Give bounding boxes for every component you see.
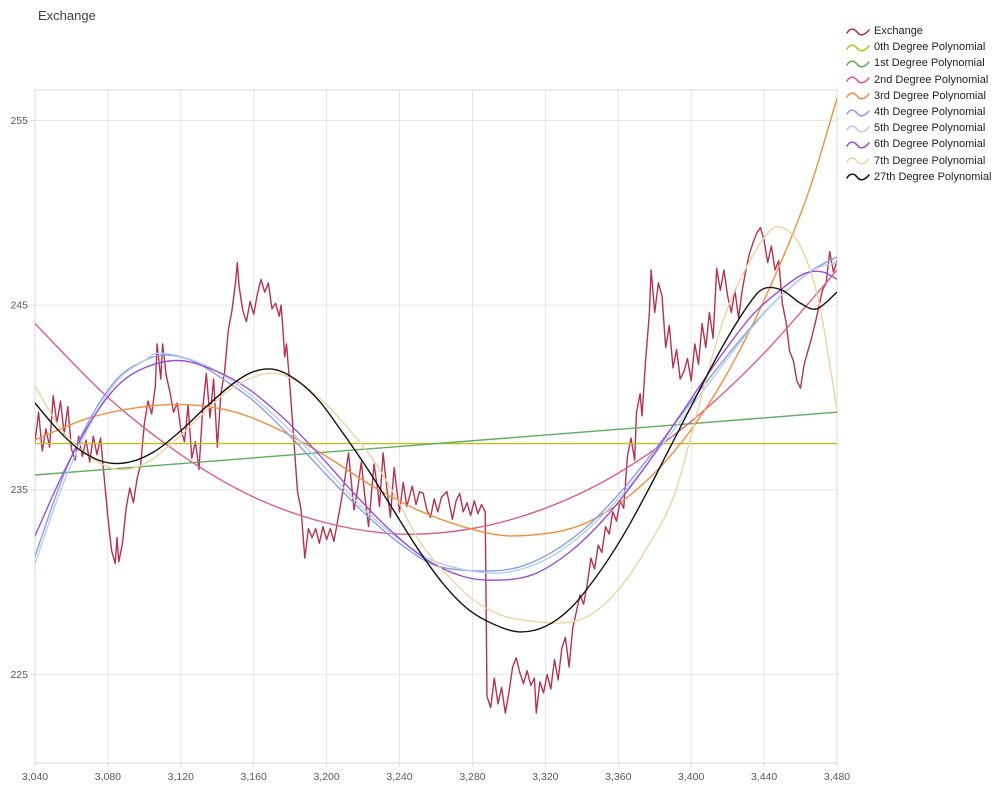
x-tick-label: 3,400 bbox=[678, 771, 704, 783]
wave-line-icon bbox=[846, 92, 870, 100]
legend-label: 7th Degree Polynomial bbox=[874, 154, 986, 167]
x-tick-label: 3,080 bbox=[95, 771, 121, 783]
x-tick-label: 3,320 bbox=[532, 771, 558, 783]
legend-item-5th-degree-polynomial[interactable]: 5th Degree Polynomial bbox=[845, 120, 991, 136]
legend-item-exchange[interactable]: Exchange bbox=[845, 23, 991, 39]
series-5th-degree-polynomial[interactable] bbox=[35, 261, 837, 574]
series-group bbox=[35, 97, 837, 714]
series-6th-degree-polynomial[interactable] bbox=[35, 270, 837, 581]
legend-label: 6th Degree Polynomial bbox=[874, 138, 986, 151]
legend-item-4th-degree-polynomial[interactable]: 4th Degree Polynomial bbox=[845, 104, 991, 120]
series-exchange[interactable] bbox=[35, 226, 837, 714]
x-tick-label: 3,040 bbox=[22, 771, 48, 783]
x-tick-label: 3,280 bbox=[459, 771, 485, 783]
series-3rd-degree-polynomial[interactable] bbox=[35, 97, 837, 537]
chart-title: Exchange bbox=[38, 8, 96, 23]
wave-line-icon bbox=[846, 125, 870, 133]
wave-line-icon bbox=[846, 60, 870, 68]
legend-item-0th-degree-polynomial[interactable]: 0th Degree Polynomial bbox=[845, 39, 991, 55]
wave-line-icon bbox=[846, 157, 870, 165]
x-tick-label: 3,120 bbox=[168, 771, 194, 783]
series-1st-degree-polynomial[interactable] bbox=[35, 411, 837, 476]
series-4th-degree-polynomial[interactable] bbox=[35, 256, 837, 572]
legend-label: 4th Degree Polynomial bbox=[874, 106, 986, 119]
legend-label: 0th Degree Polynomial bbox=[874, 41, 986, 54]
legend: Exchange 0th Degree Polynomial 1st Degree … bbox=[845, 23, 991, 185]
y-tick-label: 235 bbox=[10, 484, 28, 496]
x-tick-label: 3,440 bbox=[751, 771, 777, 783]
legend-item-6th-degree-polynomial[interactable]: 6th Degree Polynomial bbox=[845, 136, 991, 152]
legend-item-27th-degree-polynomial[interactable]: 27th Degree Polynomial bbox=[845, 169, 991, 185]
wave-line-icon bbox=[846, 76, 870, 84]
wave-line-icon bbox=[846, 44, 870, 52]
x-tick-label: 3,160 bbox=[241, 771, 267, 783]
series-2nd-degree-polynomial[interactable] bbox=[35, 269, 837, 535]
x-tick-label: 3,200 bbox=[313, 771, 339, 783]
tick-marks bbox=[31, 120, 838, 766]
plot-border bbox=[34, 89, 838, 764]
y-axis-labels: 225 235 245 255 bbox=[10, 115, 28, 681]
legend-label: 5th Degree Polynomial bbox=[874, 122, 986, 135]
y-tick-label: 225 bbox=[10, 669, 28, 681]
legend-label: 1st Degree Polynomial bbox=[874, 57, 985, 70]
gridlines bbox=[34, 90, 838, 763]
legend-label: 2nd Degree Polynomial bbox=[874, 73, 989, 86]
legend-label: 3rd Degree Polynomial bbox=[874, 89, 986, 102]
x-tick-label: 3,240 bbox=[386, 771, 412, 783]
x-tick-label: 3,360 bbox=[605, 771, 631, 783]
legend-item-7th-degree-polynomial[interactable]: 7th Degree Polynomial bbox=[845, 153, 991, 169]
series-27th-degree-polynomial[interactable] bbox=[35, 286, 837, 633]
y-tick-label: 255 bbox=[10, 115, 28, 127]
legend-label: 27th Degree Polynomial bbox=[874, 170, 992, 183]
x-tick-label: 3,480 bbox=[824, 771, 850, 783]
wave-line-icon bbox=[846, 108, 870, 117]
legend-item-3rd-degree-polynomial[interactable]: 3rd Degree Polynomial bbox=[845, 88, 991, 104]
legend-label: Exchange bbox=[874, 25, 923, 38]
wave-line-icon bbox=[846, 173, 870, 181]
wave-line-icon bbox=[846, 141, 870, 149]
legend-item-2nd-degree-polynomial[interactable]: 2nd Degree Polynomial bbox=[845, 72, 991, 88]
legend-item-1st-degree-polynomial[interactable]: 1st Degree Polynomial bbox=[845, 55, 991, 71]
wave-line-icon bbox=[846, 27, 870, 36]
y-tick-label: 245 bbox=[10, 300, 28, 312]
series-7th-degree-polynomial[interactable] bbox=[35, 225, 837, 624]
x-axis-labels: 3,040 3,080 3,120 3,160 3,200 3,240 3,280 3,320… bbox=[22, 771, 850, 783]
